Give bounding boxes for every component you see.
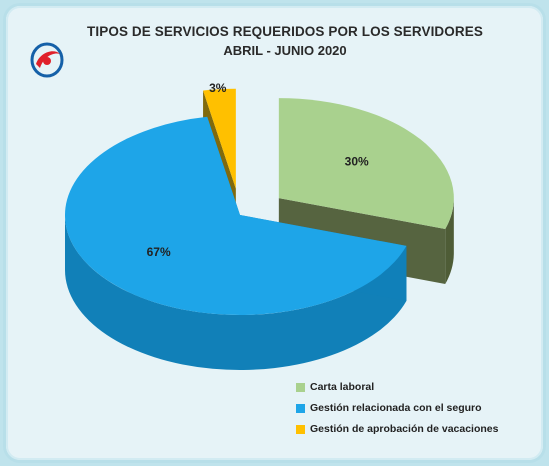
pie-slice-top-vacaciones — [203, 88, 236, 189]
legend-swatch-seguro — [296, 403, 305, 413]
chart-legend: Carta laboral Gestión relacionada con el… — [296, 380, 498, 443]
pie-slice-seguro — [64, 116, 407, 370]
legend-item-carta: Carta laboral — [296, 380, 498, 394]
pie-slice-side-carta — [445, 198, 454, 284]
data-label-carta: 30% — [345, 155, 369, 169]
legend-label-carta: Carta laboral — [310, 381, 375, 393]
legend-item-vacaciones: Gestión de aprobación de vacaciones — [296, 422, 498, 436]
chart-title: TIPOS DE SERVICIOS REQUERIDOS POR LOS SE… — [87, 24, 483, 39]
logo-icon — [30, 42, 64, 78]
legend-label-vacaciones: Gestión de aprobación de vacaciones — [310, 423, 499, 435]
pie-slice-top-carta — [278, 98, 454, 229]
data-label-vacaciones: 3% — [209, 81, 227, 95]
pie-slice-side-seguro — [65, 215, 407, 370]
legend-label-seguro: Gestión relacionada con el seguro — [310, 402, 482, 414]
chart-subtitle: ABRIL - JUNIO 2020 — [223, 43, 347, 58]
legend-swatch-carta — [296, 382, 305, 392]
legend-swatch-vacaciones — [296, 424, 305, 434]
data-label-seguro: 67% — [147, 245, 171, 259]
pie-slice-top-seguro — [64, 116, 407, 316]
legend-item-seguro: Gestión relacionada con el seguro — [296, 401, 498, 415]
chart-title-block: TIPOS DE SERVICIOS REQUERIDOS POR LOS SE… — [60, 24, 510, 58]
